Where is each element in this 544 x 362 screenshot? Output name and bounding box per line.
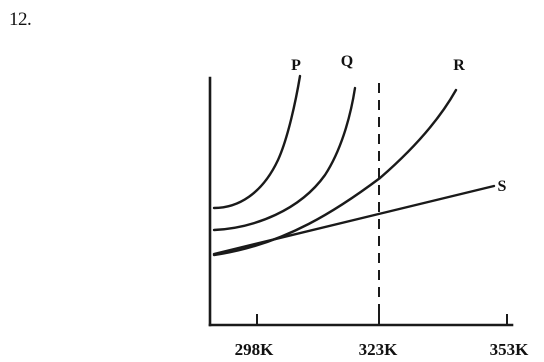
- series-label-s: S: [498, 178, 507, 195]
- series-curve-p: [212, 74, 302, 210]
- series-curve-s: [212, 184, 496, 256]
- question-number: 12.: [9, 9, 32, 30]
- x-tick-label-323k: 323K: [359, 340, 399, 359]
- series-label-r: R: [453, 57, 465, 74]
- series-label-q: Q: [341, 53, 353, 70]
- series-curve-r: [212, 88, 458, 257]
- x-tick-label-298k: 298K: [235, 340, 275, 359]
- chart-axes: [208, 76, 514, 327]
- series-label-p: P: [291, 57, 301, 74]
- x-tick-label-353k: 353K: [490, 340, 530, 359]
- series-curve-q: [212, 86, 357, 232]
